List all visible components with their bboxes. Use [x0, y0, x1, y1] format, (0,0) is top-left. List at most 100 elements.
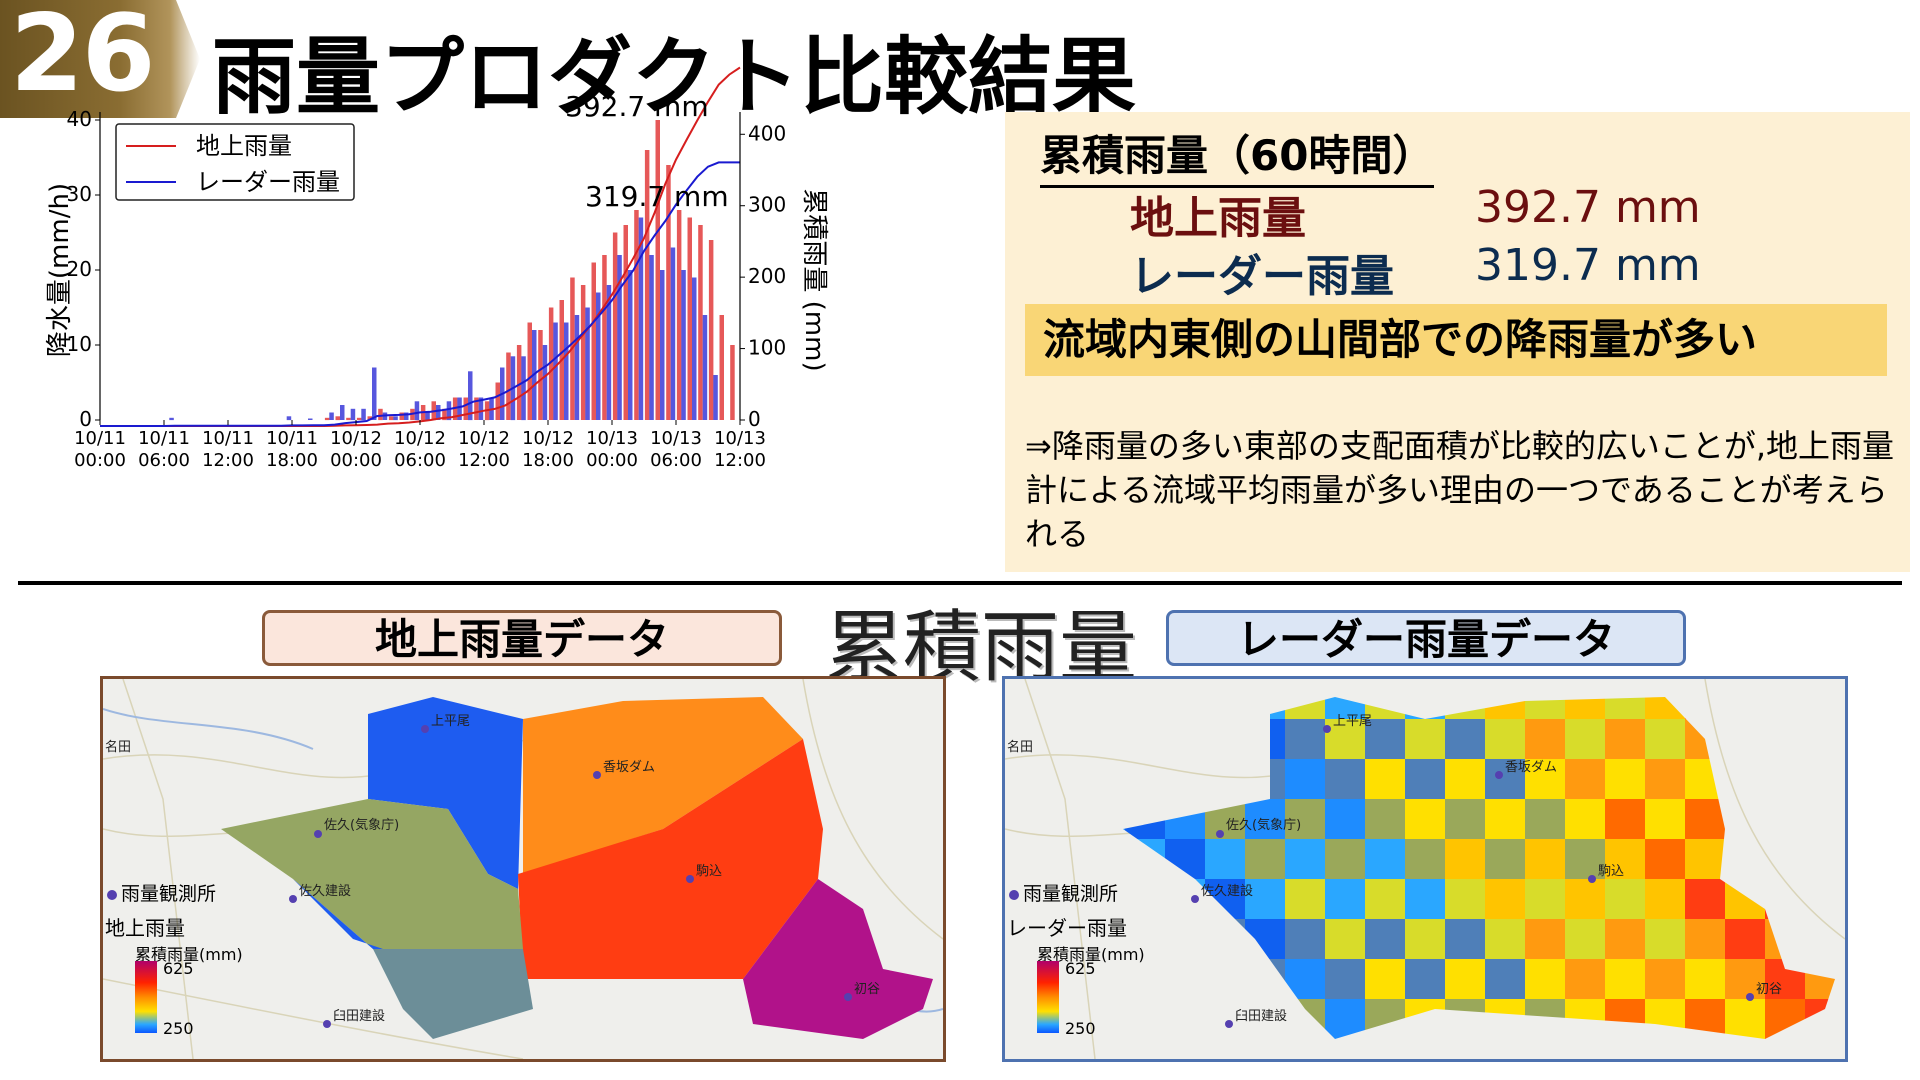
highlight-statement: 流域内東側の山間部での降雨量が多い: [1025, 304, 1887, 376]
radar-cell: [1325, 959, 1365, 999]
y-right-tick-label: 0: [748, 407, 761, 431]
station-saku-kensetsu: 佐久建設: [1201, 883, 1253, 899]
bar-radar: [681, 270, 686, 420]
bar-ground: [474, 397, 479, 420]
radar-cell: [1445, 799, 1485, 839]
bar-ground: [634, 210, 639, 420]
ground-map-image: 上平尾 香坂ダム 佐久(気象庁) 駒込 佐久建設 初谷 臼田建設 名田: [103, 679, 943, 1059]
radar-cell: [1485, 799, 1525, 839]
bar-radar: [329, 412, 334, 420]
radar-cell: [1525, 839, 1565, 879]
station-dot-icon: [1009, 890, 1019, 900]
explanation-note: ⇒降雨量の多い東部の支配面積が比較的広いことが,地上雨量計による流域平均雨量が多…: [1025, 427, 1894, 553]
bar-radar: [436, 405, 441, 420]
radar-cell: [1525, 919, 1565, 959]
radar-cell: [1445, 839, 1485, 879]
radar-cell: [1525, 879, 1565, 919]
radar-cell: [1325, 719, 1365, 759]
bar-radar: [478, 397, 484, 420]
radar-cell: [1485, 879, 1525, 919]
x-tick-label: 10/11: [266, 428, 318, 449]
radar-cell: [1645, 879, 1685, 919]
radar-cell: [1525, 697, 1565, 719]
y-axis-right-title: 累積雨量 (mm): [799, 188, 829, 371]
x-tick-label: 10/12: [394, 428, 446, 449]
x-tick-label: 12:00: [202, 450, 254, 471]
radar-cell: [1605, 719, 1645, 759]
place-label: 名田: [1007, 739, 1033, 755]
legend-station: 雨量観測所: [1023, 883, 1119, 905]
radar-cell: [1565, 697, 1605, 719]
bar-radar: [425, 412, 430, 420]
x-tick-label: 00:00: [330, 450, 382, 471]
radar-cell: [1445, 919, 1485, 959]
station-kosaka-dam: 香坂ダム: [603, 760, 655, 775]
annotation-ground: 392.7 mm: [565, 90, 709, 123]
radar-cell: [1485, 959, 1525, 999]
radar-cell: [1405, 759, 1445, 799]
x-tick-label: 10/12: [522, 428, 574, 449]
bar-ground: [506, 352, 511, 420]
radar-cell: [1525, 959, 1565, 999]
radar-cell: [1645, 839, 1685, 879]
radar-cell: [1485, 839, 1525, 879]
radar-cell: [1605, 919, 1645, 959]
bar-ground: [538, 330, 543, 420]
radar-map-image: 上平尾 香坂ダム 佐久(気象庁) 駒込 佐久建設 初谷 臼田建設 名田: [1005, 679, 1845, 1059]
bar-ground: [442, 408, 447, 421]
radar-cell: [1725, 919, 1765, 959]
bar-ground: [548, 307, 554, 420]
x-tick-label: 10/13: [650, 428, 702, 449]
legend-type: レーダー雨量: [1007, 916, 1127, 940]
bar-ground: [356, 417, 362, 421]
y-right-tick-label: 100: [748, 336, 786, 360]
bar-radar: [169, 417, 174, 421]
bar-ground: [399, 412, 404, 420]
y-left-tick-label: 0: [79, 407, 92, 431]
bar-ground: [708, 240, 714, 420]
bar-ground: [698, 225, 703, 420]
bar-radar: [361, 408, 366, 421]
radar-cell: [1725, 999, 1765, 1039]
station-saku-jma: 佐久(気象庁): [324, 817, 399, 833]
bar-ground: [612, 232, 618, 420]
x-tick-label: 06:00: [394, 450, 446, 471]
x-tick-label: 10/11: [74, 428, 126, 449]
radar-cell: [1565, 799, 1605, 839]
bar-radar: [649, 255, 654, 420]
x-tick-label: 18:00: [522, 450, 574, 471]
radar-cell: [1685, 879, 1725, 919]
station-komagome: 駒込: [1598, 864, 1624, 879]
bar-ground: [719, 315, 724, 420]
ground-value: 392.7 mm: [1475, 182, 1701, 233]
legend-label: レーダー雨量: [196, 168, 340, 196]
bar-ground: [335, 416, 340, 421]
x-tick-label: 10/11: [138, 428, 190, 449]
y-right-tick-label: 300: [748, 193, 786, 217]
bar-radar: [638, 217, 644, 420]
tick-labels: 010203040010020030040010/1100:0010/1106:…: [45, 107, 829, 471]
station-usuda-kensetsu: 臼田建設: [1235, 1008, 1287, 1024]
radar-cell: [1565, 839, 1605, 879]
ground-rainfall-map: 上平尾 香坂ダム 佐久(気象庁) 駒込 佐久建設 初谷 臼田建設 名田 雨量観測…: [100, 676, 946, 1062]
radar-cell: [1365, 839, 1405, 879]
radar-map-legend: 雨量観測所 レーダー雨量 累積雨量(mm) 625 250: [1007, 879, 1177, 1038]
bar-radar: [340, 405, 345, 420]
slide-number-badge: 26: [0, 0, 200, 118]
radar-cell: [1245, 839, 1285, 879]
radar-cell: [1605, 839, 1645, 879]
bar-ground: [580, 285, 586, 420]
radar-cell: [1685, 839, 1725, 879]
bar-ground: [687, 217, 692, 420]
x-tick-label: 06:00: [138, 450, 190, 471]
radar-cell: [1365, 799, 1405, 839]
station-dot-icon: [107, 890, 117, 900]
bar-ground: [516, 345, 522, 420]
radar-cell: [1565, 719, 1605, 759]
legend-unit: 累積雨量(mm): [1037, 945, 1145, 964]
radar-rainfall-map: 上平尾 香坂ダム 佐久(気象庁) 駒込 佐久建設 初谷 臼田建設 名田 雨量観測…: [1002, 676, 1848, 1062]
slide-number: 26: [10, 0, 156, 115]
section-divider: [18, 581, 1902, 585]
radar-cell: [1285, 759, 1325, 799]
bar-ground: [602, 255, 607, 420]
